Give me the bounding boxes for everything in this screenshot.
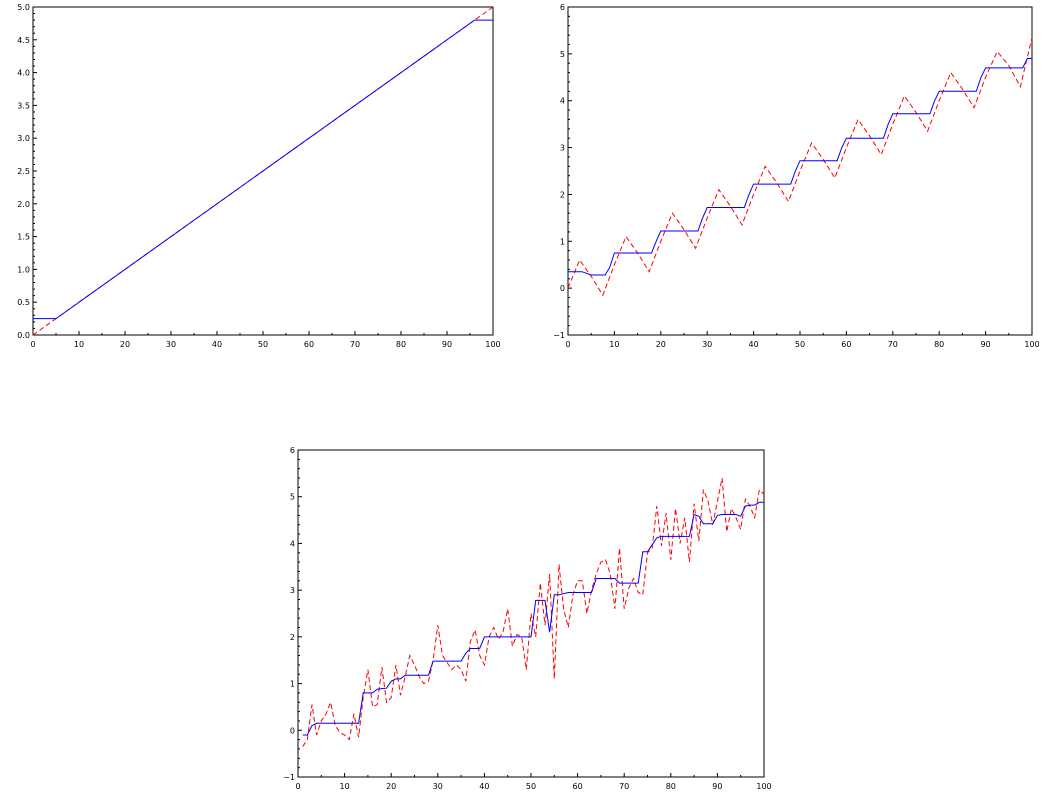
x-tick-label: 50 bbox=[795, 340, 805, 349]
y-tick-label: 1.0 bbox=[17, 265, 30, 274]
x-tick-label: 20 bbox=[656, 340, 666, 349]
y-tick-label: 5 bbox=[290, 493, 295, 502]
x-tick-label: 20 bbox=[120, 340, 130, 349]
y-tick-label: 5 bbox=[560, 50, 565, 59]
series-line-quantized bbox=[33, 19, 493, 320]
y-tick-label: 6 bbox=[290, 446, 295, 455]
x-tick-label: 90 bbox=[442, 340, 452, 349]
y-tick-label: 1 bbox=[560, 237, 565, 246]
x-tick-label: 60 bbox=[304, 340, 314, 349]
x-tick-label: 50 bbox=[526, 782, 536, 791]
x-tick-label: 90 bbox=[712, 782, 722, 791]
x-tick-label: 70 bbox=[888, 340, 898, 349]
x-tick-label: 70 bbox=[619, 782, 629, 791]
y-tick-label: 3.0 bbox=[17, 134, 30, 143]
x-tick-label: 40 bbox=[212, 340, 222, 349]
x-tick-label: 0 bbox=[295, 782, 300, 791]
x-tick-label: 30 bbox=[166, 340, 176, 349]
x-tick-label: 80 bbox=[666, 782, 676, 791]
x-tick-label: 70 bbox=[350, 340, 360, 349]
x-tick-label: 80 bbox=[934, 340, 944, 349]
x-tick-label: 100 bbox=[485, 340, 500, 349]
y-tick-label: 0 bbox=[290, 726, 295, 735]
x-tick-label: 60 bbox=[841, 340, 851, 349]
y-tick-label: 2 bbox=[290, 633, 295, 642]
y-tick-label: 6 bbox=[560, 3, 565, 12]
y-tick-label: 0 bbox=[560, 284, 565, 293]
x-tick-label: 60 bbox=[573, 782, 583, 791]
plot-frame bbox=[567, 6, 1033, 336]
y-tick-label: 3 bbox=[290, 586, 295, 595]
y-tick-label: 0.5 bbox=[17, 298, 30, 307]
y-tick-label: 5.0 bbox=[17, 3, 30, 12]
x-tick-label: 80 bbox=[396, 340, 406, 349]
y-tick-label: 4.0 bbox=[17, 69, 30, 78]
x-tick-label: 100 bbox=[1024, 340, 1039, 349]
y-tick-label: 2.0 bbox=[17, 200, 30, 209]
series-line-reference bbox=[302, 477, 765, 747]
x-tick-label: 40 bbox=[749, 340, 759, 349]
x-tick-label: 30 bbox=[433, 782, 443, 791]
y-tick-label: 4 bbox=[560, 97, 565, 106]
y-tick-label: 2.5 bbox=[17, 167, 30, 176]
y-tick-label: 3.5 bbox=[17, 101, 30, 110]
y-tick-label: 2 bbox=[560, 190, 565, 199]
y-tick-label: 4 bbox=[290, 539, 295, 548]
x-tick-label: 20 bbox=[386, 782, 396, 791]
series-line-quantized bbox=[302, 501, 764, 736]
series-line-quantized bbox=[568, 58, 1032, 276]
x-tick-label: 90 bbox=[981, 340, 991, 349]
y-tick-label: −1 bbox=[283, 773, 295, 782]
y-tick-label: 4.5 bbox=[17, 36, 30, 45]
y-tick-label: 0.0 bbox=[17, 331, 30, 340]
y-tick-label: 1.5 bbox=[17, 233, 30, 242]
x-tick-label: 10 bbox=[609, 340, 619, 349]
x-tick-label: 100 bbox=[756, 782, 771, 791]
chart-linear: 0 10 20 30 40 50 60 70 80 90 100 0.0 0.5 1.0 1.5 2.0 2.5… bbox=[17, 3, 500, 349]
series-line-reference bbox=[567, 37, 1033, 297]
x-tick-label: 10 bbox=[74, 340, 84, 349]
x-tick-label: 30 bbox=[702, 340, 712, 349]
y-tick-label: −1 bbox=[553, 331, 565, 340]
x-tick-label: 0 bbox=[565, 340, 570, 349]
y-tick-label: 3 bbox=[560, 144, 565, 153]
x-tick-label: 10 bbox=[340, 782, 350, 791]
x-tick-label: 0 bbox=[30, 340, 35, 349]
y-tick-label: 1 bbox=[290, 680, 295, 689]
x-tick-label: 50 bbox=[258, 340, 268, 349]
x-tick-label: 40 bbox=[479, 782, 489, 791]
